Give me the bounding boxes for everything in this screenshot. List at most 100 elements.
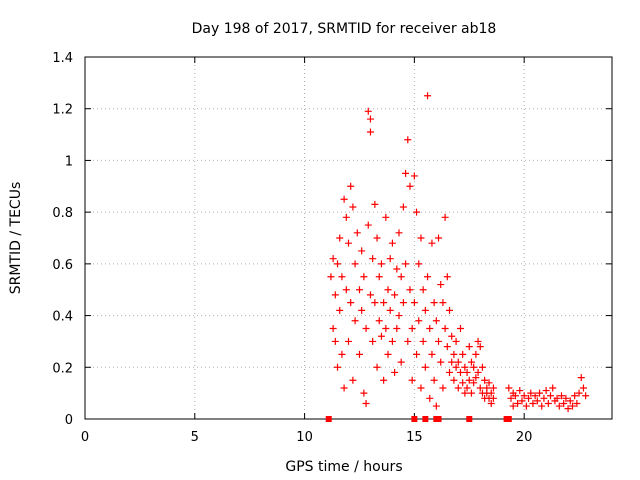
y-tick-label: 0.6 — [52, 258, 73, 273]
data-point — [487, 399, 495, 407]
data-point — [419, 286, 427, 294]
data-point — [465, 343, 473, 351]
data-point — [380, 376, 388, 384]
data-point — [450, 350, 458, 358]
data-point — [538, 402, 546, 410]
data-point — [547, 392, 555, 400]
data-point — [406, 286, 414, 294]
data-point — [388, 337, 396, 345]
zero-marker — [505, 416, 512, 422]
data-point — [424, 92, 432, 100]
data-point — [452, 337, 460, 345]
data-point — [557, 392, 565, 400]
y-tick-label: 0.4 — [52, 310, 73, 325]
data-point — [459, 379, 467, 387]
data-point — [456, 325, 464, 332]
x-tick-label: 10 — [296, 430, 313, 445]
data-point — [579, 384, 587, 392]
data-point — [568, 402, 576, 410]
x-tick-label: 20 — [516, 430, 533, 445]
data-point — [397, 273, 405, 281]
data-point — [573, 399, 581, 407]
data-point — [393, 265, 401, 273]
data-point — [388, 239, 396, 247]
zero-marker — [435, 416, 442, 422]
data-point — [373, 234, 381, 242]
y-tick-label: 1.4 — [52, 51, 73, 66]
data-point — [386, 306, 394, 314]
data-point — [377, 332, 385, 340]
data-point — [329, 255, 337, 263]
data-point — [345, 239, 352, 247]
data-point — [424, 273, 432, 281]
data-point — [408, 325, 416, 332]
data-point — [362, 399, 370, 407]
data-point — [408, 376, 416, 384]
data-point — [329, 325, 337, 332]
data-point — [347, 299, 355, 307]
data-point — [360, 273, 368, 281]
data-point — [439, 299, 447, 307]
data-point — [342, 213, 350, 221]
data-point — [366, 291, 374, 299]
data-point — [487, 389, 495, 397]
data-point — [533, 397, 541, 405]
data-point — [432, 402, 440, 410]
x-tick-label: 5 — [191, 430, 199, 445]
data-point — [351, 317, 359, 325]
data-points — [325, 92, 590, 422]
data-point — [549, 384, 557, 392]
plot-frame — [84, 56, 613, 420]
data-point — [404, 337, 412, 345]
data-point — [454, 358, 462, 366]
data-point — [364, 107, 372, 115]
data-point — [476, 384, 484, 392]
data-point — [406, 182, 414, 190]
data-point — [415, 317, 423, 325]
data-point — [397, 358, 405, 366]
zero-marker — [411, 416, 418, 422]
data-point — [369, 255, 377, 263]
data-point — [509, 402, 517, 410]
data-point — [336, 234, 344, 242]
data-point — [489, 384, 497, 392]
data-point — [413, 350, 421, 358]
data-point — [366, 128, 374, 136]
data-point — [338, 273, 346, 281]
data-point — [358, 306, 366, 314]
data-point — [446, 306, 454, 314]
data-point — [582, 392, 590, 400]
data-point — [395, 312, 403, 320]
data-point — [441, 325, 449, 332]
data-point — [555, 402, 563, 410]
data-point — [419, 337, 427, 345]
data-point — [421, 306, 429, 314]
data-point — [384, 350, 392, 358]
data-point — [380, 299, 388, 307]
data-point — [435, 234, 443, 242]
data-point — [443, 273, 451, 281]
data-point — [485, 379, 493, 387]
data-point — [355, 350, 363, 358]
data-point — [342, 286, 350, 294]
data-point — [417, 234, 425, 242]
data-point — [362, 325, 370, 332]
data-point — [395, 229, 403, 237]
data-point — [432, 317, 440, 325]
data-point — [428, 239, 436, 247]
data-point — [334, 260, 342, 268]
data-point — [575, 389, 583, 397]
data-point — [560, 399, 568, 407]
data-point — [544, 399, 552, 407]
data-point — [511, 392, 519, 400]
data-point — [467, 358, 475, 366]
data-point — [452, 363, 460, 371]
y-tick-label: 1 — [65, 154, 73, 169]
data-point — [463, 384, 471, 392]
data-point — [386, 255, 394, 263]
data-point — [507, 394, 515, 402]
x-axis-label: GPS time / hours — [285, 459, 402, 475]
data-point — [351, 260, 359, 268]
y-tick-label: 0.2 — [52, 361, 73, 376]
data-point — [505, 384, 513, 392]
